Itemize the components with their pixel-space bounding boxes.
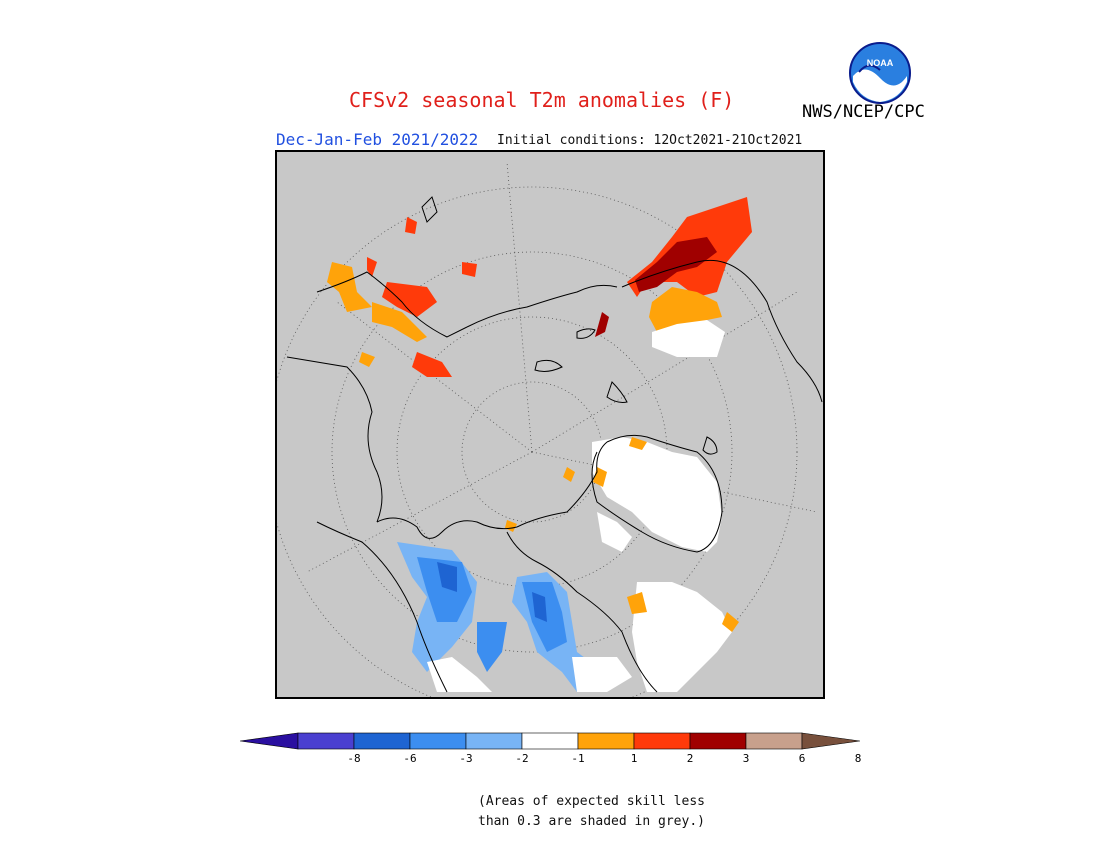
colorbar-cell-below-min xyxy=(240,732,299,750)
skill-note: (Areas of expected skill less than 0.3 a… xyxy=(478,794,705,829)
neutral-region-greenland xyxy=(505,437,739,692)
colorbar-tick-label: 3 xyxy=(742,752,750,765)
warm-anomaly-asia xyxy=(595,197,752,357)
noaa-logo-text: NOAA xyxy=(867,58,894,68)
colorbar-tick-label: -3 xyxy=(459,752,473,765)
colorbar-cell xyxy=(577,732,635,750)
polar-map xyxy=(275,150,825,699)
colorbar-cell xyxy=(521,732,579,750)
colorbar-cell xyxy=(465,732,523,750)
season-label: Dec-Jan-Feb 2021/2022 xyxy=(276,130,479,149)
colorbar-cell xyxy=(409,732,467,750)
colorbar-tick-label: 2 xyxy=(686,752,694,765)
colorbar-cell xyxy=(745,732,803,750)
colorbar-tick-label: 6 xyxy=(798,752,806,765)
colorbar-tick-label: 8 xyxy=(854,752,862,765)
map-title-text: CFSv2 seasonal T2m anomalies (F) xyxy=(349,88,735,112)
colorbar-tick-label: -1 xyxy=(571,752,585,765)
initial-conditions: Initial conditions: 12Oct2021-21Oct2021 xyxy=(497,133,803,148)
colorbar-cell-above-max xyxy=(801,732,860,750)
colorbar-tick-label: -2 xyxy=(515,752,529,765)
colorbar-cell xyxy=(633,732,691,750)
colorbar-cell xyxy=(689,732,747,750)
colorbar-tick-label: 1 xyxy=(630,752,638,765)
colorbar-tick-label: -6 xyxy=(403,752,417,765)
agency-label: NWS/NCEP/CPC xyxy=(802,102,925,122)
colorbar-cell xyxy=(353,732,411,750)
colorbar-tick-label: -8 xyxy=(347,752,361,765)
cool-anomaly-north-america xyxy=(397,542,632,692)
colorbar xyxy=(240,732,860,750)
colorbar-cell xyxy=(297,732,355,750)
warm-anomaly-africa xyxy=(327,217,477,377)
map-svg xyxy=(277,161,823,697)
noaa-logo: NOAA xyxy=(849,42,911,104)
coastlines xyxy=(286,196,823,693)
